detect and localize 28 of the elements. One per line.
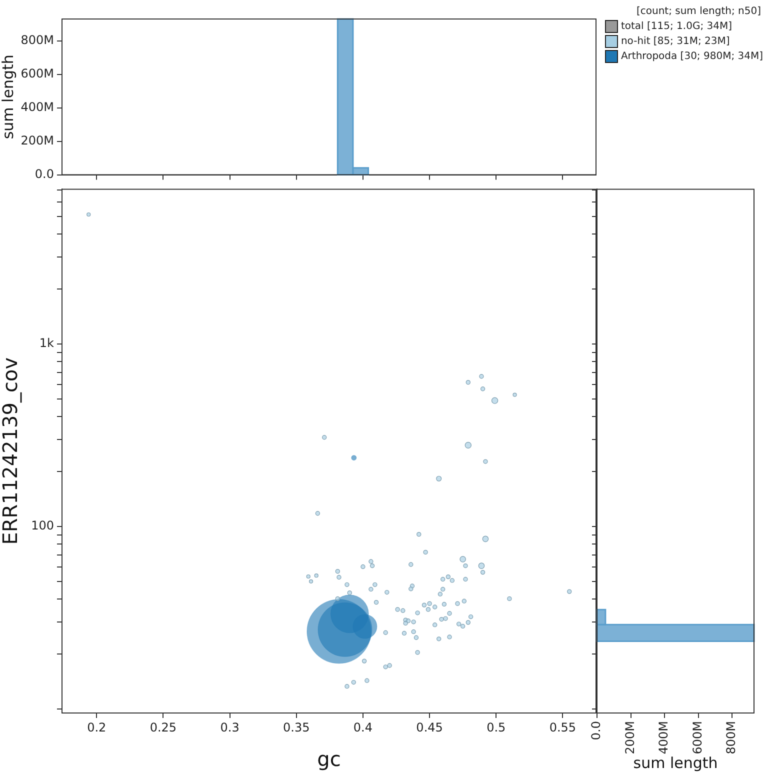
x-tick-label: 0.25 (150, 720, 177, 734)
x-tick-label: 0.4 (353, 720, 373, 734)
y-tick-label: 600M (20, 66, 54, 80)
legend-label: total [115; 1.0G; 34M] (620, 20, 734, 34)
x-axis-title: sum length (633, 754, 718, 772)
x-tick-label: 0.0 (589, 721, 604, 740)
legend-label: no-hit [85; 31M; 23M] (620, 35, 731, 49)
x-tick-label: 0.45 (416, 720, 443, 734)
x-tick-label: 0.2 (87, 720, 106, 734)
x-tick-label: 600M (690, 721, 704, 754)
x-tick-label: 400M (656, 721, 671, 754)
x-tick-label: 200M (622, 721, 637, 754)
y-axis-title: ERR11242139_cov (0, 357, 22, 545)
x-tick-label: 0.3 (220, 720, 240, 734)
y-tick-label: 800M (20, 32, 54, 47)
x-tick-label: 0.55 (549, 720, 576, 734)
y-tick-label: 200M (20, 133, 54, 148)
x-tick-label: 0.35 (283, 720, 310, 734)
y-tick-label: 0.0 (34, 166, 54, 181)
y-tick-label: 100 (31, 518, 54, 533)
y-tick-label: 1k (39, 336, 54, 350)
x-tick-label: 800M (724, 721, 738, 754)
x-tick-label: 0.5 (486, 720, 506, 734)
legend-title: [count; sum length; n50] (635, 5, 762, 19)
x-axis-title: gc (317, 747, 341, 772)
y-axis-title: sum length (0, 54, 17, 140)
legend-label: Arthropoda [30; 980M; 34M] (620, 50, 763, 64)
y-tick-label: 400M (20, 100, 54, 114)
